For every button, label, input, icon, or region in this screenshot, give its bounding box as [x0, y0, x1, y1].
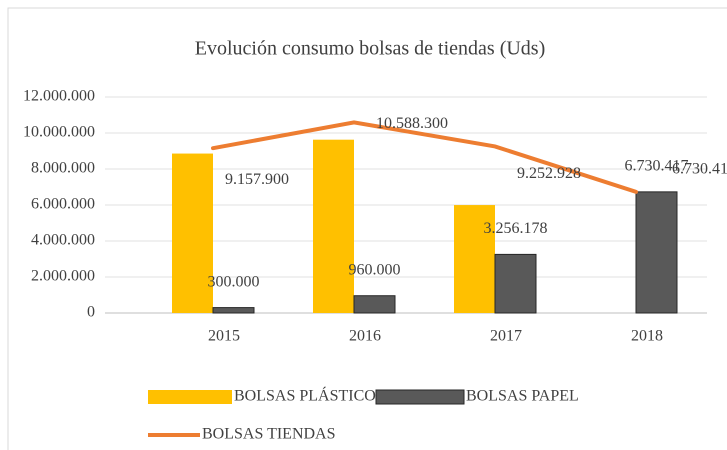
chart-title: Evolución consumo bolsas de tiendas (Uds…: [195, 38, 546, 60]
y-tick-label: 6.000.000: [31, 196, 95, 213]
bar: [212, 307, 255, 314]
data-label: 9.252.928: [517, 165, 581, 182]
line: [211, 120, 638, 194]
data-label: 6.730.417: [672, 161, 727, 178]
legend-label: BOLSAS PLÁSTICO: [234, 386, 376, 405]
legend-label: BOLSAS TIENDAS: [202, 426, 336, 443]
x-tick-label: 2018: [631, 328, 663, 345]
legend-swatch: [148, 390, 232, 404]
data-label: 300.000: [208, 273, 260, 290]
x-tick-label: 2017: [490, 328, 522, 345]
y-tick-label: 8.000.000: [31, 160, 95, 177]
bar: [313, 139, 354, 313]
y-tick-label: 2.000.000: [31, 268, 95, 285]
bar: [635, 191, 678, 314]
bar: [353, 295, 396, 314]
legend-swatch: [375, 389, 465, 405]
data-label: 9.157.900: [225, 171, 289, 188]
legend-label: BOLSAS PAPEL: [466, 388, 579, 405]
bar: [454, 205, 495, 313]
y-tick-label: 12.000.000: [23, 88, 95, 105]
data-label: 10.588.300: [376, 115, 448, 132]
x-tick-label: 2016: [349, 328, 381, 345]
x-tick-label: 2015: [208, 328, 240, 345]
data-label: 6.730.417: [625, 158, 689, 175]
bar: [494, 253, 537, 314]
data-label: 960.000: [349, 261, 401, 278]
y-tick-label: 10.000.000: [23, 124, 95, 141]
data-label: 3.256.178: [484, 220, 548, 237]
y-tick-label: 0: [87, 304, 95, 321]
chart-frame: [7, 7, 727, 450]
y-tick-label: 4.000.000: [31, 232, 95, 249]
bar: [172, 153, 213, 313]
